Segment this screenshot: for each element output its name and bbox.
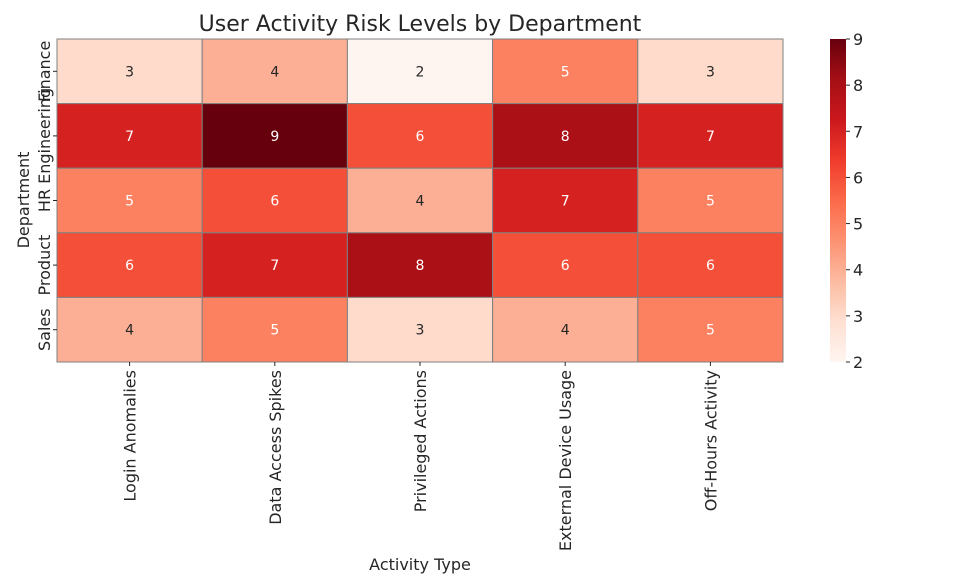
heatmap-cell [201,232,348,298]
cell-value-label: 6 [416,129,425,145]
y-tick-label: Finance [35,41,54,102]
x-tick-label: Data Access Spikes [266,370,285,525]
x-tick-label: Login Anomalies [121,370,140,502]
heatmap-cell [346,103,494,169]
heatmap-cell [492,38,639,105]
cell-value-label: 7 [125,129,134,145]
cell-value-label: 3 [706,64,715,80]
y-axis-label: Department [14,152,33,249]
cell-value-label: 7 [561,194,570,210]
colorbar-tick-label: 2 [853,353,863,372]
cell-value-label: 2 [416,64,425,80]
heatmap-cell [56,38,203,105]
x-tick-label: External Device Usage [556,370,575,551]
heatmap-cell [346,38,494,105]
x-tick-label: Off-Hours Activity [701,370,720,511]
heatmap-cell [201,296,348,363]
colorbar-tick-label: 4 [853,261,863,280]
cell-value-label: 8 [561,129,570,145]
x-tick-label: Privileged Actions [411,370,430,512]
y-tick-label: Engineering [35,88,54,184]
heatmap-cell [492,167,639,234]
cell-value-label: 4 [416,194,425,210]
heatmap-cell [346,167,494,234]
heatmap-cell [637,103,784,169]
heatmap-cell [637,38,784,105]
cell-value-label: 4 [561,323,570,339]
y-tick-label: HR [35,189,54,212]
heatmap-cell [56,103,203,169]
colorbar: 2 3 4 5 6 7 8 9 [830,30,863,372]
colorbar-tick-label: 3 [853,307,863,326]
heatmap-cell [492,232,639,298]
heatmap-cell [637,232,784,298]
cell-value-label: 5 [125,194,134,210]
colorbar-tick-label: 8 [853,76,863,95]
x-axis-ticks: Login Anomalies Data Access Spikes Privile… [121,362,720,551]
cell-value-label: 5 [270,323,279,339]
heatmap-cell [56,296,203,363]
y-tick-label: Product [35,235,54,296]
heatmap-cell [201,167,348,234]
cell-value-label: 3 [416,323,425,339]
colorbar-tick-label: 5 [853,215,863,234]
cell-value-label: 3 [125,64,134,80]
heatmap-cell [637,167,784,234]
cell-value-label: 5 [706,194,715,210]
cell-value-label: 6 [706,258,715,274]
cell-value-label: 4 [125,323,134,339]
cell-value-label: 5 [706,323,715,339]
cell-value-label: 4 [270,64,279,80]
cell-value-label: 8 [416,258,425,274]
heatmap-cell [346,296,494,363]
cell-value-label: 7 [706,129,715,145]
y-tick-label: Sales [35,308,54,351]
heatmap-cell [637,296,784,363]
cell-value-label: 5 [561,64,570,80]
colorbar-tick-label: 7 [853,122,863,141]
chart-title: User Activity Risk Levels by Department [199,12,642,37]
cell-value-label: 6 [125,258,134,274]
heatmap-cells: 3 4 2 5 3 7 9 6 8 7 5 6 4 7 5 6 7 8 6 6 4 5 3 4 5 [56,38,784,363]
heatmap-cell [346,232,494,298]
x-axis-label: Activity Type [369,555,471,574]
cell-value-label: 6 [270,194,279,210]
colorbar-tick-label: 6 [853,168,863,187]
heatmap-cell [201,38,348,105]
cell-value-label: 7 [270,258,279,274]
colorbar-gradient [830,39,846,362]
colorbar-tick-label: 9 [853,30,863,49]
cell-value-label: 9 [270,129,279,145]
cell-value-label: 6 [561,258,570,274]
